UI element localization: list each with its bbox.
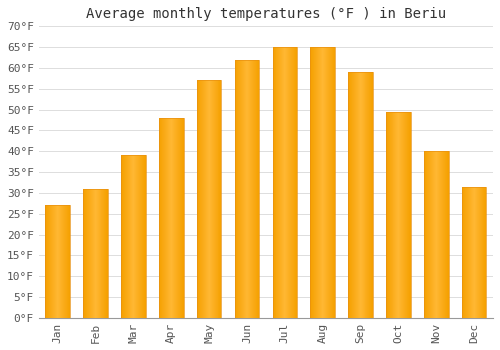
Bar [348, 72, 373, 318]
Bar [234, 60, 260, 318]
Bar [121, 155, 146, 318]
Bar [310, 47, 335, 318]
Title: Average monthly temperatures (°F ) in Beriu: Average monthly temperatures (°F ) in Be… [86, 7, 446, 21]
Bar [197, 80, 222, 318]
Bar [424, 151, 448, 318]
Bar [462, 187, 486, 318]
Bar [46, 205, 70, 318]
Bar [386, 112, 410, 318]
Bar [272, 47, 297, 318]
Bar [159, 118, 184, 318]
Bar [84, 189, 108, 318]
